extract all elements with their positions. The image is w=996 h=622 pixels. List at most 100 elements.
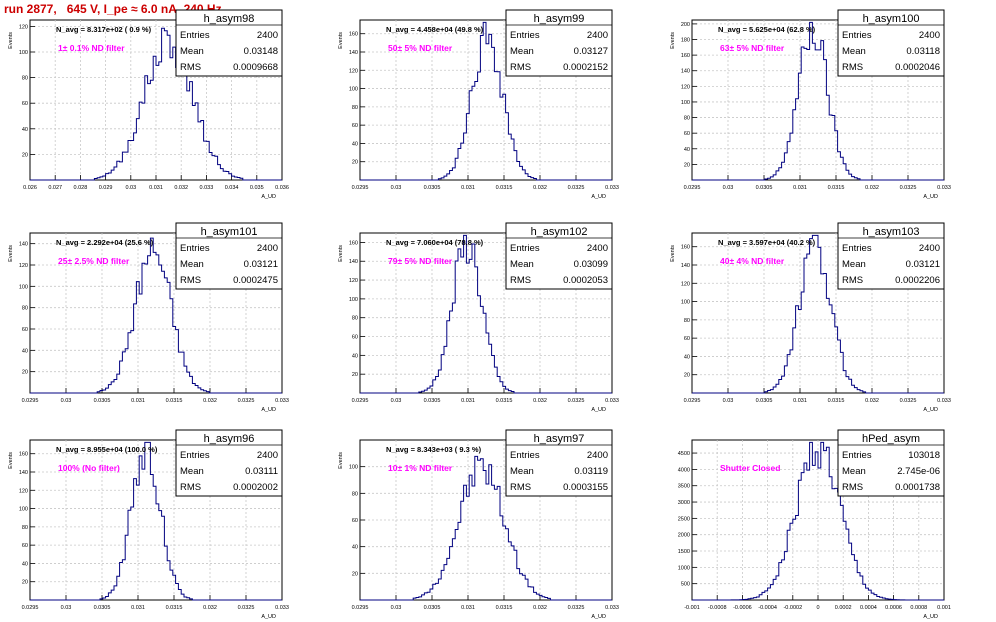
x-tick-label: 0.036 — [275, 185, 289, 191]
y-tick-label: 20 — [22, 152, 28, 158]
y-tick-label: 100 — [349, 465, 358, 471]
histogram-panel: 0.0295 0.03 0.0305 0.031 0.0315 0.032 0.0325 0.… — [8, 222, 289, 413]
y-tick-label: 40 — [22, 127, 28, 133]
x-tick-label: 0.033 — [275, 398, 289, 404]
y-tick-label: 140 — [19, 242, 28, 248]
stats-box — [837, 222, 945, 290]
y-tick-label: 1000 — [678, 565, 690, 571]
stats-key: RMS — [180, 62, 201, 73]
x-tick-label: -0.0006 — [733, 605, 752, 611]
stats-key: RMS — [842, 482, 863, 493]
x-axis-label: A_UD — [923, 614, 938, 620]
x-axis-label: A_UD — [591, 614, 606, 620]
stats-key: Mean — [842, 259, 866, 270]
filter-annotation: 63± 5% ND filter — [720, 43, 785, 53]
x-tick-label: 0.0325 — [900, 398, 917, 404]
histogram-series — [692, 441, 944, 601]
y-tick-label: 20 — [352, 160, 358, 166]
stats-value: 0.0009668 — [233, 62, 278, 73]
stats-box — [175, 9, 283, 77]
x-tick-label: 0.001 — [937, 605, 951, 611]
y-tick-label: 2000 — [678, 533, 690, 539]
x-axis-label: A_UD — [261, 194, 276, 200]
y-tick-label: 2500 — [678, 516, 690, 522]
x-tick-label: 0.031 — [461, 185, 475, 191]
navg-label: N_avg = 7.060e+04 (78.8 %) — [386, 238, 484, 247]
y-tick-label: 100 — [349, 87, 358, 93]
x-tick-label: 0.0006 — [885, 605, 902, 611]
x-tick-label: 0.027 — [48, 185, 62, 191]
y-tick-label: 80 — [352, 491, 358, 497]
histogram-series — [30, 441, 282, 601]
stats-value: 0.0002475 — [233, 275, 278, 286]
stats-value: 2400 — [257, 30, 278, 41]
y-tick-label: 60 — [22, 327, 28, 333]
stats-value: 0.03118 — [906, 46, 940, 57]
y-tick-label: 60 — [684, 336, 690, 342]
stats-value: 103018 — [908, 450, 940, 461]
y-axis-label: Events — [338, 245, 344, 262]
x-tick-label: 0.026 — [23, 185, 37, 191]
x-tick-label: 0.031 — [793, 185, 807, 191]
x-tick-label: -0.0008 — [708, 605, 727, 611]
navg-label: N_avg = 2.292e+04 (25.6 %) — [56, 238, 154, 247]
histogram-panel: 0.026 0.027 0.028 0.029 0.03 0.031 0.032 0.033 0… — [8, 9, 289, 200]
x-tick-label: 0.032 — [533, 185, 547, 191]
y-tick-label: 1500 — [678, 549, 690, 555]
histogram-panel: 0.0295 0.03 0.0305 0.031 0.0315 0.032 0.0325 0.… — [338, 429, 619, 620]
stats-value: 0.0001738 — [895, 482, 940, 493]
y-tick-label: 160 — [349, 240, 358, 246]
y-tick-label: 160 — [681, 245, 690, 251]
x-tick-label: 0.0295 — [352, 398, 369, 404]
x-tick-label: 0.0295 — [22, 398, 39, 404]
stats-key: Entries — [842, 243, 872, 254]
x-tick-label: 0.032 — [865, 185, 879, 191]
y-tick-label: 20 — [684, 162, 690, 168]
stats-key: RMS — [510, 62, 531, 73]
y-axis-label: Events — [338, 32, 344, 49]
y-tick-label: 100 — [681, 300, 690, 306]
filter-annotation: 40± 4% ND filter — [720, 256, 785, 266]
histogram-series — [30, 237, 282, 394]
stats-key: RMS — [180, 275, 201, 286]
x-tick-label: 0.032 — [865, 398, 879, 404]
navg-label: N_avg = 4.458e+04 (49.8 %) — [386, 25, 484, 34]
x-tick-label: 0.033 — [605, 398, 619, 404]
y-tick-label: 140 — [681, 69, 690, 75]
x-tick-label: 0.0295 — [684, 185, 701, 191]
y-tick-label: 120 — [681, 84, 690, 90]
x-tick-label: 0.0004 — [860, 605, 877, 611]
stats-key: RMS — [510, 275, 531, 286]
x-tick-label: 0.0002 — [835, 605, 852, 611]
y-tick-label: 60 — [22, 543, 28, 549]
stats-box — [175, 222, 283, 290]
stats-key: Entries — [510, 243, 540, 254]
x-tick-label: 0.033 — [275, 605, 289, 611]
stats-key: RMS — [842, 275, 863, 286]
y-axis-label: Events — [670, 32, 676, 49]
x-axis-label: A_UD — [923, 407, 938, 413]
y-tick-label: 500 — [681, 582, 690, 588]
y-tick-label: 200 — [681, 22, 690, 28]
y-tick-label: 40 — [22, 348, 28, 354]
y-axis-label: Events — [670, 245, 676, 262]
histogram-name: h_asym102 — [531, 226, 588, 238]
y-tick-label: 80 — [684, 318, 690, 324]
filter-annotation: 25± 2.5% ND filter — [58, 256, 130, 266]
stats-value: 2400 — [587, 450, 608, 461]
stats-value: 0.03119 — [574, 466, 608, 477]
stats-key: RMS — [510, 482, 531, 493]
histogram-panel: 0.0295 0.03 0.0305 0.031 0.0315 0.032 0.0325 0.… — [670, 9, 951, 200]
stats-value: 0.0002206 — [895, 275, 940, 286]
stats-key: Entries — [842, 450, 872, 461]
x-tick-label: 0.0325 — [238, 605, 255, 611]
stats-value: 0.0002002 — [233, 482, 278, 493]
y-tick-label: 20 — [352, 372, 358, 378]
histogram-panel: 0.0295 0.03 0.0305 0.031 0.0315 0.032 0.0325 0.… — [338, 9, 619, 200]
stats-key: RMS — [180, 482, 201, 493]
histogram-name: h_asym99 — [534, 13, 585, 25]
stats-key: Mean — [510, 259, 534, 270]
x-tick-label: 0.031 — [131, 605, 145, 611]
stats-key: Entries — [510, 450, 540, 461]
